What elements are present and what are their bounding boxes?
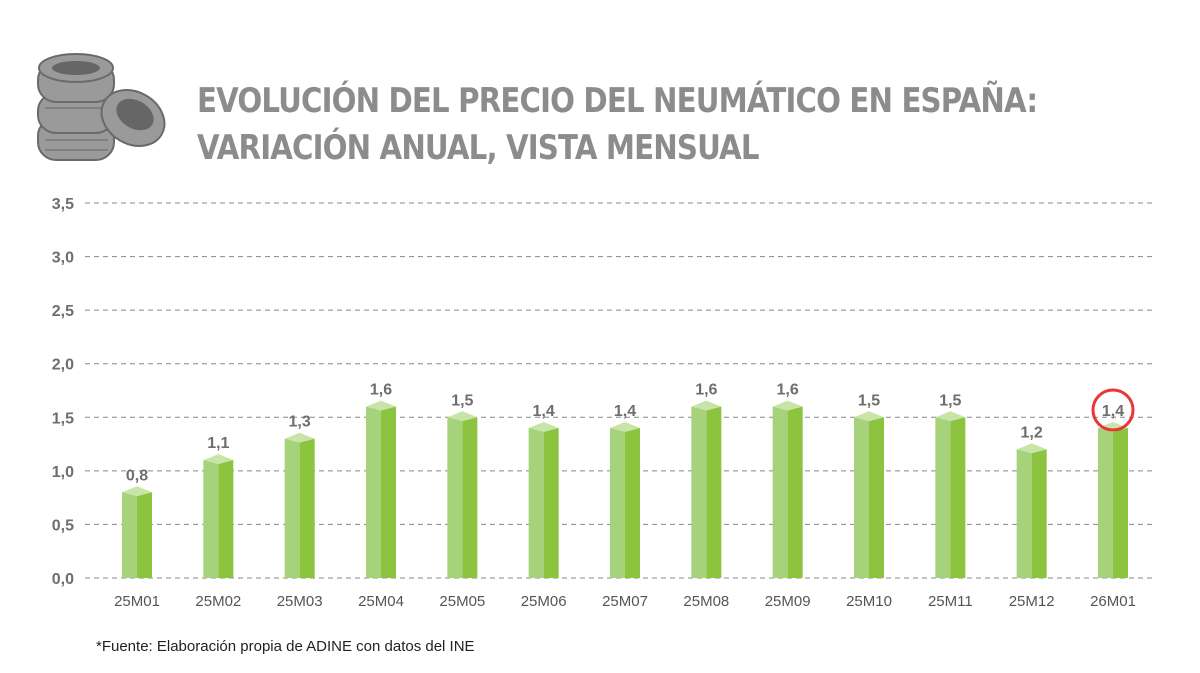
bar-cap [772, 400, 803, 411]
bar-cap [528, 422, 559, 432]
bar-25M02 [203, 460, 219, 578]
bar-25M06 [528, 428, 544, 578]
bar-25M03 [284, 438, 300, 578]
data-label: 1,5 [858, 392, 880, 409]
chart-title: EVOLUCIÓN DEL PRECIO DEL NEUMÁTICO EN ES… [197, 78, 1038, 172]
bar-cap [854, 411, 884, 422]
bar-side [1113, 428, 1128, 578]
y-tick-label: 1,0 [52, 464, 74, 481]
bar-25M01 [122, 492, 137, 578]
bar-26M01 [1098, 428, 1113, 578]
y-tick-label: 1,5 [52, 410, 74, 427]
x-tick-label: 25M04 [358, 593, 404, 610]
x-tick-label: 25M01 [114, 593, 160, 610]
bar-side [706, 406, 722, 578]
bar-cap [284, 432, 315, 443]
bar-25M08 [691, 406, 707, 578]
x-tick-label: 25M05 [439, 593, 485, 610]
bar-side [1031, 449, 1047, 578]
y-tick-label: 2,5 [52, 303, 74, 320]
data-label: 1,5 [451, 392, 473, 409]
y-tick-label: 0,0 [52, 571, 74, 588]
y-tick-label: 3,0 [52, 250, 74, 267]
data-label: 1,2 [1021, 424, 1043, 441]
bar-side [462, 417, 478, 578]
data-label: 1,6 [777, 382, 799, 399]
x-tick-label: 25M12 [1009, 593, 1055, 610]
x-tick-label: 25M09 [765, 593, 811, 610]
bar-side [625, 428, 640, 578]
bar-side [869, 417, 884, 578]
title-line-2: VARIACIÓN ANUAL, VISTA MENSUAL [197, 128, 759, 168]
x-tick-label: 25M08 [683, 593, 729, 610]
x-tick-label: 26M01 [1090, 593, 1136, 610]
bar-cap [1016, 443, 1047, 454]
y-tick-label: 2,0 [52, 357, 74, 374]
bar-25M07 [610, 428, 625, 578]
bar-cap [610, 422, 640, 432]
bar-side [218, 460, 234, 578]
bar-side [787, 406, 803, 578]
bar-25M12 [1016, 449, 1032, 578]
bar-cap [691, 400, 722, 411]
bar-cap [122, 486, 152, 497]
bar-cap [366, 400, 396, 411]
x-tick-label: 25M11 [928, 593, 973, 610]
bar-25M09 [772, 406, 788, 578]
x-tick-label: 25M07 [602, 593, 648, 610]
data-label: 1,4 [614, 403, 636, 420]
bar-side [950, 417, 966, 578]
bar-side [543, 428, 559, 578]
tire-stack-icon [37, 53, 166, 161]
data-label: 1,3 [289, 414, 311, 431]
data-label: 1,6 [695, 382, 717, 399]
bar-side [299, 438, 315, 578]
data-label: 0,8 [126, 467, 148, 484]
bar-side [137, 492, 152, 578]
y-tick-label: 0,5 [52, 517, 74, 534]
x-tick-label: 25M03 [277, 593, 323, 610]
bar-side [381, 406, 396, 578]
bar-25M04 [366, 406, 381, 578]
y-tick-label: 3,5 [52, 196, 74, 213]
x-tick-label: 25M10 [846, 593, 892, 610]
bar-cap [935, 411, 966, 422]
data-label: 1,4 [533, 403, 555, 420]
data-label: 1,1 [207, 435, 229, 452]
bar-cap [447, 411, 478, 422]
title-line-1: EVOLUCIÓN DEL PRECIO DEL NEUMÁTICO EN ES… [197, 81, 1038, 121]
source-note: *Fuente: Elaboración propia de ADINE con… [96, 638, 475, 655]
data-label: 1,4 [1102, 403, 1124, 420]
bar-25M11 [935, 417, 951, 578]
bar-cap [203, 454, 234, 465]
bar-25M10 [854, 417, 869, 578]
bar-25M05 [447, 417, 463, 578]
x-tick-label: 25M02 [195, 593, 241, 610]
x-tick-label: 25M06 [521, 593, 567, 610]
data-label: 1,6 [370, 382, 392, 399]
highlight-circle [1091, 388, 1135, 432]
data-label: 1,5 [939, 392, 961, 409]
